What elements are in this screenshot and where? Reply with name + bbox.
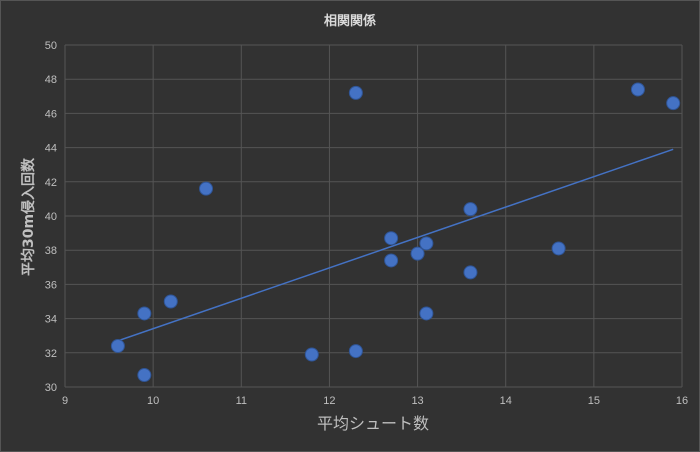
data-point [463, 265, 478, 280]
data-point [410, 246, 425, 261]
y-tick-label: 38 [45, 245, 57, 257]
y-tick-label: 42 [45, 177, 57, 189]
data-point [348, 344, 363, 359]
tick-labels: 9 10 11 12 13 14 15 16 30 32 34 36 38 40 42 44 46 48 50 [45, 40, 688, 407]
data-point [384, 231, 399, 246]
y-tick-label: 36 [45, 279, 57, 291]
y-tick-label: 40 [45, 211, 57, 223]
data-point [348, 85, 363, 100]
x-tick-label: 13 [411, 395, 423, 407]
data-point [384, 253, 399, 268]
y-tick-label: 46 [45, 108, 57, 120]
y-tick-label: 48 [45, 74, 57, 86]
x-tick-label: 14 [500, 395, 512, 407]
data-point [137, 368, 152, 383]
data-point [199, 181, 214, 196]
y-tick-label: 34 [45, 314, 57, 326]
data-point [163, 294, 178, 309]
x-axis-title: 平均シュート数 [317, 414, 429, 433]
x-tick-label: 9 [62, 395, 68, 407]
trendline-layer [117, 148, 674, 342]
data-point [463, 202, 478, 217]
x-tick-label: 16 [676, 395, 688, 407]
data-point [304, 347, 319, 362]
trendline [117, 148, 674, 342]
x-tick-label: 15 [588, 395, 600, 407]
y-tick-label: 30 [45, 382, 57, 394]
data-point [666, 96, 681, 111]
data-point [419, 236, 434, 251]
x-tick-label: 10 [147, 395, 159, 407]
y-axis-title: 平均30m侵入回数 [20, 157, 37, 276]
x-tick-label: 11 [236, 395, 247, 407]
y-tick-label: 32 [45, 348, 57, 360]
data-point [419, 306, 434, 321]
data-point [630, 82, 645, 97]
x-tick-label: 12 [323, 395, 335, 407]
y-tick-label: 44 [45, 143, 57, 155]
data-point [137, 306, 152, 321]
data-points [110, 82, 681, 383]
grid-lines [64, 44, 683, 388]
chart-title: 相関関係 [323, 14, 376, 29]
data-point [551, 241, 566, 256]
data-point [110, 338, 125, 353]
y-tick-label: 50 [45, 40, 57, 52]
